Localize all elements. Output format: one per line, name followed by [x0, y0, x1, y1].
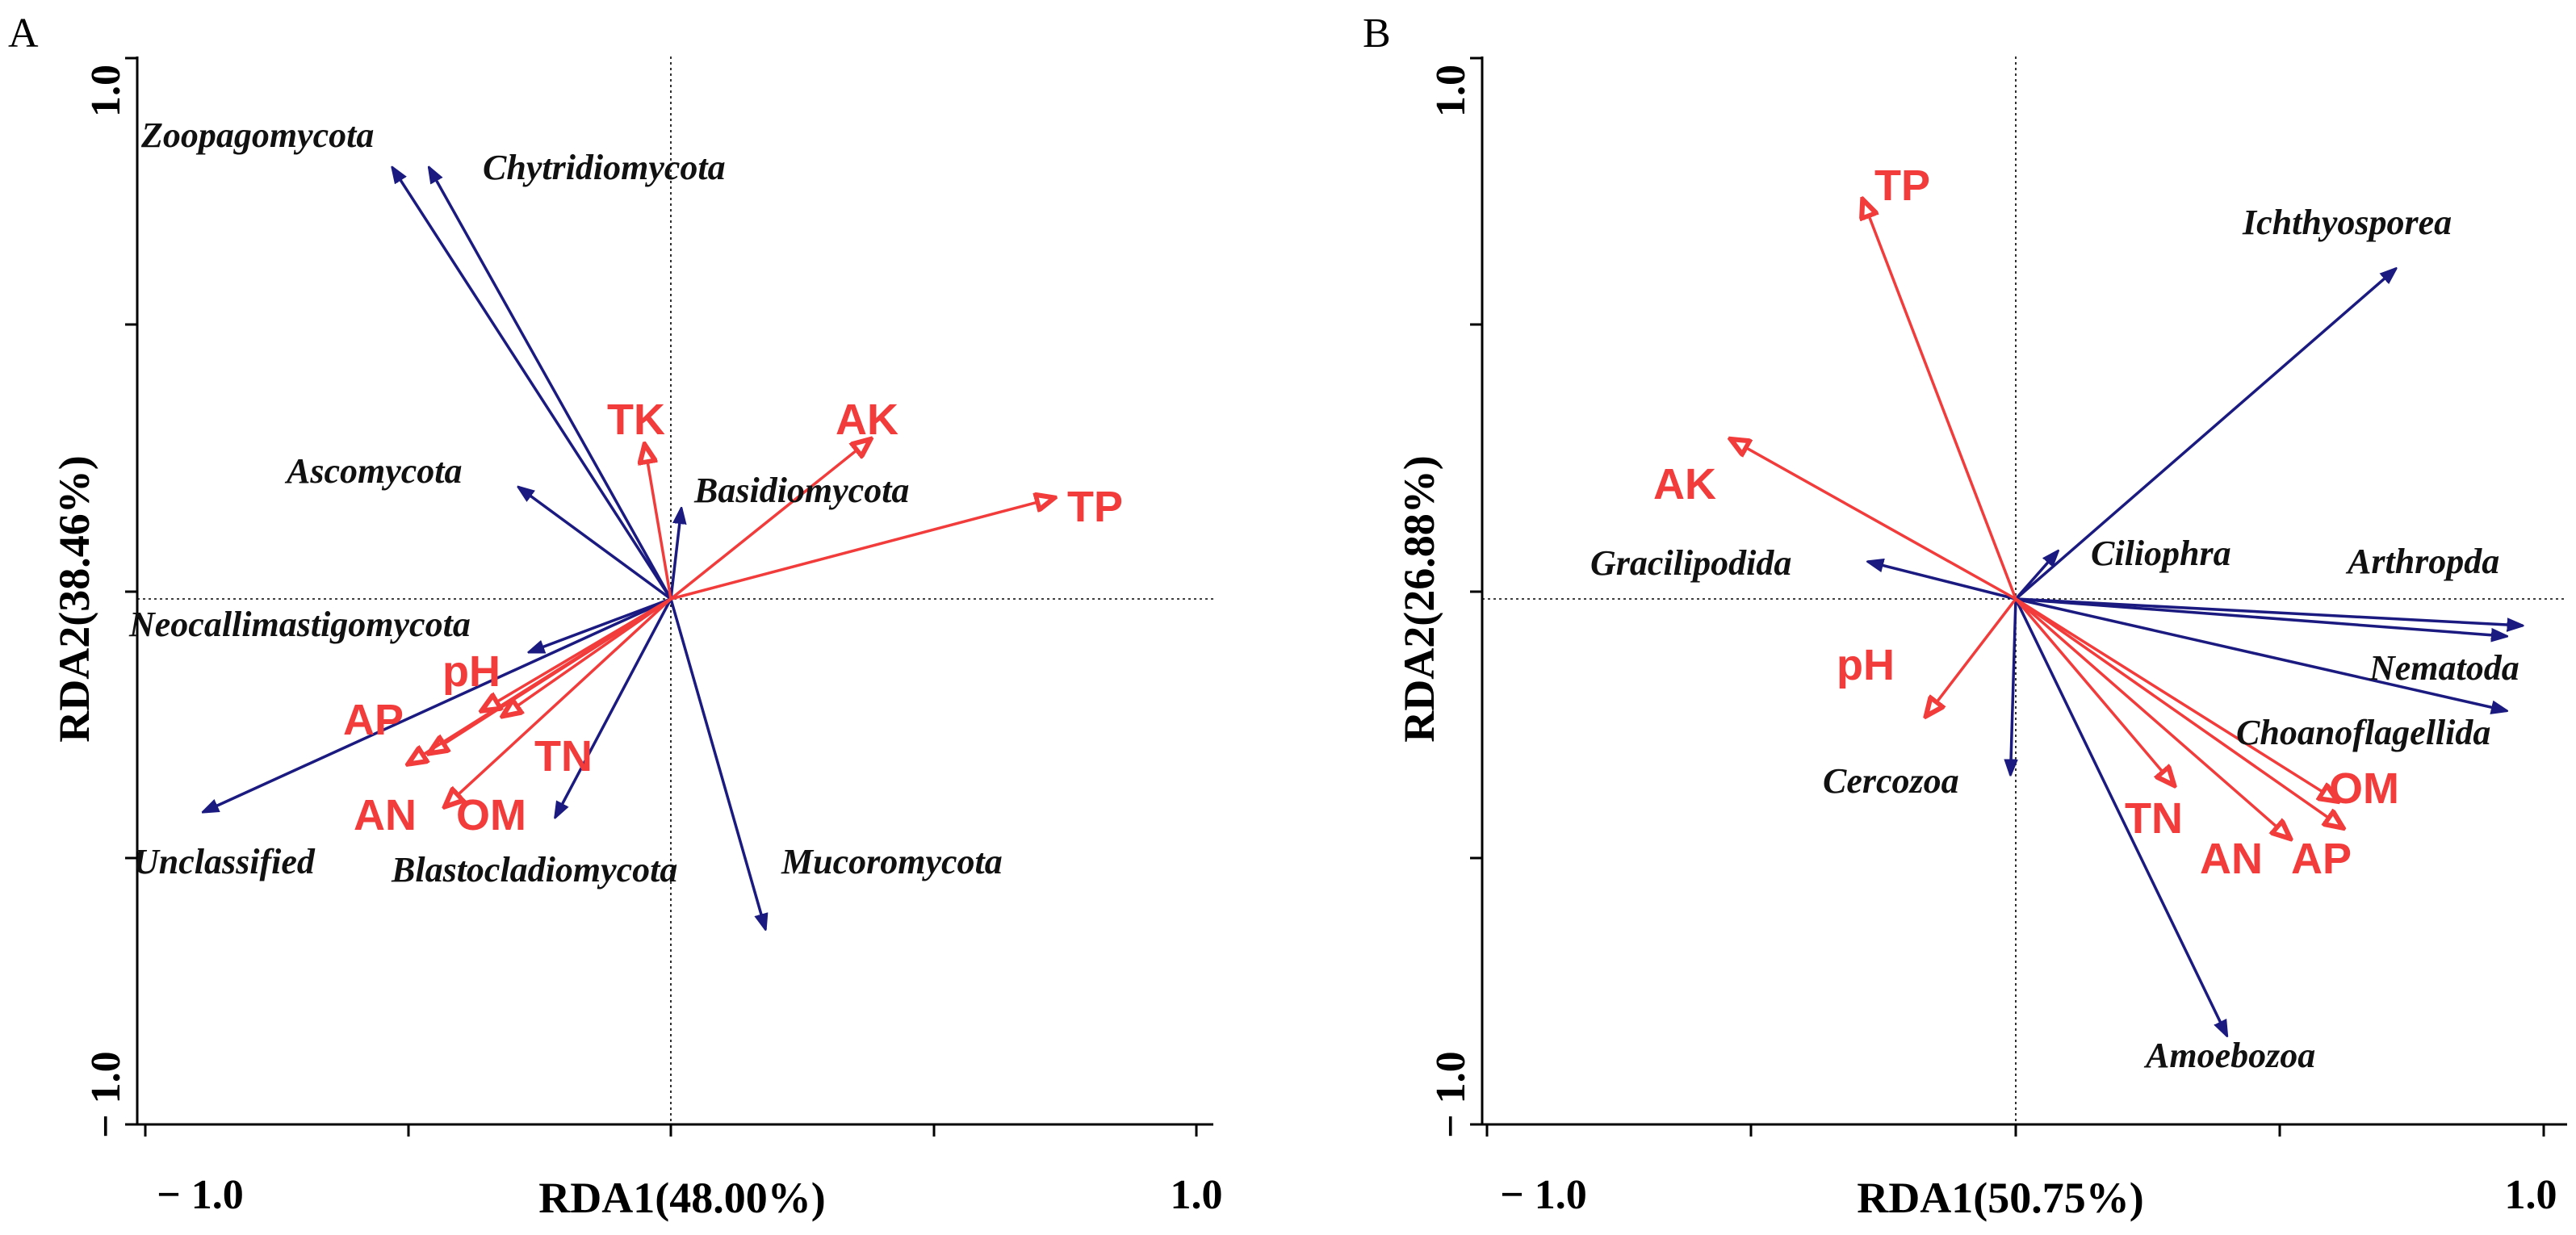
env-arrow-ak — [1731, 439, 2017, 601]
species-label-unclassified: Unclassified — [133, 842, 316, 881]
env-arrow-tn — [2014, 597, 2174, 785]
species-arrow-nematoda — [2015, 597, 2507, 636]
species-arrow-ciliophra — [2014, 551, 2058, 601]
species-arrow-amoebozoa — [2014, 598, 2227, 1036]
env-arrow-an — [408, 597, 672, 764]
env-arrow-ph — [1926, 597, 2017, 716]
species-label-mucoromycota: Mucoromycota — [781, 842, 1003, 881]
env-arrow-om — [2015, 597, 2338, 802]
species-arrow-zoopagomycota — [392, 167, 672, 600]
panel-a-ytick-top: 1.0 — [83, 65, 129, 117]
species-arrow-ichthyosporea — [2014, 269, 2396, 601]
env-arrow-tn — [503, 597, 672, 716]
env-label-an: AN — [354, 791, 417, 839]
env-label-tk: TK — [607, 396, 665, 444]
species-arrow-unclassified — [203, 597, 672, 812]
env-label-ph: pH — [442, 647, 501, 696]
panel-b-xtick-right: 1.0 — [2505, 1172, 2557, 1218]
env-arrow-an — [2014, 597, 2290, 839]
panel-b: B 1.0 − 1.0 − 1.0 1.0 RDA1(50.75%) RDA2(… — [1363, 10, 2567, 1222]
env-label-tp: TP — [1874, 161, 1930, 210]
env-arrow-ap — [2014, 597, 2344, 828]
panel-b-ytick-top: 1.0 — [1428, 65, 1474, 117]
env-label-ap: AP — [2291, 835, 2352, 883]
species-arrow-gracilipodida — [1868, 562, 2017, 601]
species-label-amoebozoa: Amoebozoa — [2143, 1036, 2315, 1075]
panel-a-y-axis-title: RDA2(38.46%) — [50, 455, 98, 742]
env-arrow-tk — [645, 445, 672, 600]
species-arrow-arthropda — [2015, 597, 2523, 626]
env-arrow-ak — [669, 439, 870, 601]
panel-a-arrows — [203, 167, 1055, 929]
species-label-choanoflagellida: Choanoflagellida — [2236, 713, 2490, 752]
species-label-basidiomycota: Basidiomycota — [693, 471, 909, 510]
env-arrow-tp — [1862, 199, 2017, 600]
env-label-om: OM — [2329, 764, 2399, 813]
env-label-ak: AK — [836, 396, 898, 444]
species-label-ichthyosporea: Ichthyosporea — [2242, 203, 2452, 242]
species-arrow-ascomycota — [518, 487, 672, 601]
panel-b-letter: B — [1363, 10, 1391, 57]
panel-a-ytick-bottom: − 1.0 — [83, 1051, 129, 1138]
env-label-ph: pH — [1837, 641, 1895, 689]
species-label-zoopagomycota: Zoopagomycota — [140, 115, 374, 155]
env-label-tn: TN — [534, 732, 593, 781]
panel-a-labels: Zoopagomycota Chytridiomycota Ascomycota… — [128, 115, 1123, 890]
panel-a-x-axis-title: RDA1(48.00%) — [538, 1174, 825, 1222]
species-label-cercozoa: Cercozoa — [1823, 761, 1959, 801]
panel-a-letter: A — [8, 10, 39, 57]
species-label-nematoda: Nematoda — [2369, 648, 2519, 688]
species-arrow-neocallimastigomycota — [529, 597, 672, 654]
env-label-ap: AP — [343, 696, 404, 744]
panel-a-xtick-left: − 1.0 — [157, 1172, 244, 1218]
species-arrow-chytridiomycota — [429, 167, 672, 600]
species-arrow-cercozoa — [2011, 598, 2017, 775]
species-arrow-mucoromycota — [669, 598, 765, 929]
panel-b-arrows — [1731, 199, 2523, 1036]
species-arrow-choanoflagellida — [2015, 597, 2507, 711]
panel-b-labels: Ichthyosporea Ciliophra Gracilipodida Ar… — [1590, 161, 2519, 1075]
species-label-neocallimastigomycota: Neocallimastigomycota — [128, 605, 471, 644]
species-label-blastocladiomycota: Blastocladiomycota — [391, 850, 677, 890]
panel-b-y-axis-title: RDA2(26.88%) — [1395, 455, 1443, 742]
species-label-ciliophra: Ciliophra — [2091, 534, 2231, 573]
species-label-gracilipodida: Gracilipodida — [1590, 543, 1791, 583]
species-arrow-basidiomycota — [669, 509, 681, 600]
species-label-ascomycota: Ascomycota — [284, 451, 463, 491]
panel-a: A 1.0 − 1.0 − 1.0 1.0 RDA1(48.00%) RDA2(… — [8, 10, 1223, 1222]
panel-b-x-axis-title: RDA1(50.75%) — [1857, 1174, 2143, 1222]
species-label-chytridiomycota: Chytridiomycota — [483, 148, 726, 187]
env-label-om: OM — [456, 791, 526, 839]
species-arrow-blastocladiomycota — [555, 598, 672, 818]
panel-a-xtick-right: 1.0 — [1171, 1172, 1223, 1218]
env-label-an: AN — [2200, 835, 2263, 883]
panel-b-xtick-left: − 1.0 — [1500, 1172, 1587, 1218]
env-label-tn: TN — [2125, 794, 2183, 843]
env-label-ak: AK — [1653, 460, 1716, 509]
species-label-arthropda: Arthropda — [2345, 542, 2499, 581]
panel-b-ytick-bottom: − 1.0 — [1428, 1051, 1474, 1138]
env-label-tp: TP — [1067, 483, 1123, 531]
env-arrow-tp — [670, 498, 1054, 601]
env-arrow-om — [445, 597, 672, 806]
